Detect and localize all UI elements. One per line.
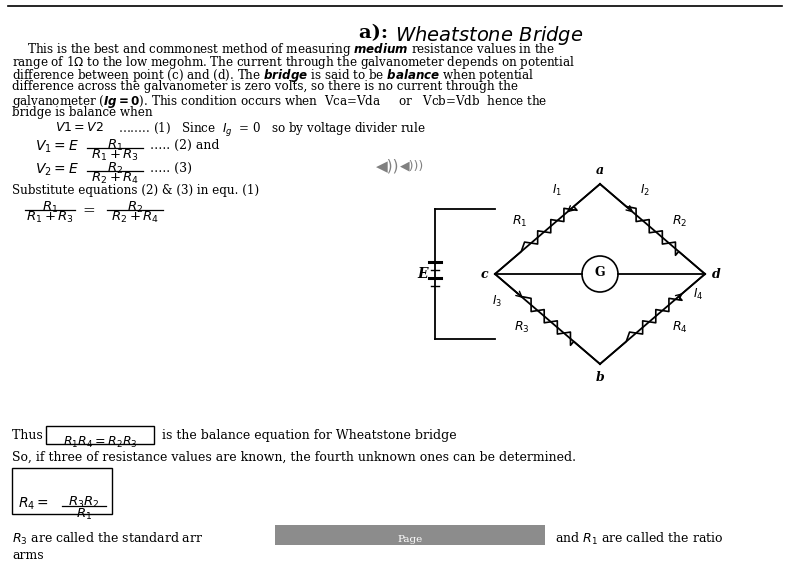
Text: $R_3 R_2$: $R_3 R_2$ bbox=[68, 495, 100, 510]
Text: $V1 = V2$: $V1 = V2$ bbox=[55, 121, 104, 134]
Text: is the balance equation for Wheatstone bridge: is the balance equation for Wheatstone b… bbox=[158, 429, 457, 442]
Text: $R_1$: $R_1$ bbox=[107, 138, 123, 153]
Text: $R_2$: $R_2$ bbox=[107, 161, 123, 176]
Text: $R_1$: $R_1$ bbox=[512, 213, 528, 228]
Text: $\mathbf{\mathit{Wheatstone\ Bridge}}$: $\mathbf{\mathit{Wheatstone\ Bridge}}$ bbox=[395, 24, 583, 47]
Text: range of 1$\Omega$ to the low megohm. The current through the galvanometer depen: range of 1$\Omega$ to the low megohm. Th… bbox=[12, 54, 575, 71]
Text: $V_1 = E$: $V_1 = E$ bbox=[35, 139, 79, 155]
Text: ◀))): ◀))) bbox=[400, 159, 424, 172]
Text: Page: Page bbox=[397, 535, 423, 544]
Text: bridge is balance when: bridge is balance when bbox=[12, 106, 152, 119]
Text: b: b bbox=[596, 371, 604, 384]
Text: ◀)): ◀)) bbox=[376, 158, 400, 173]
Text: difference between point (c) and (d). The $\boldsymbol{bridge}$ is said to be $\: difference between point (c) and (d). Th… bbox=[12, 67, 534, 84]
Text: =: = bbox=[82, 204, 95, 218]
Text: arms: arms bbox=[12, 549, 43, 562]
Text: $R_2$: $R_2$ bbox=[672, 213, 688, 228]
Text: galvanometer ($\boldsymbol{Ig=0}$). This condition occurs when  Vca=Vda     or  : galvanometer ($\boldsymbol{Ig=0}$). This… bbox=[12, 93, 547, 110]
Bar bbox=[275, 525, 545, 545]
Text: $I_1$: $I_1$ bbox=[551, 183, 562, 199]
Text: $R_1 + R_3$: $R_1 + R_3$ bbox=[91, 148, 139, 163]
Text: $R_1 R_4 = R_2 R_3$: $R_1 R_4 = R_2 R_3$ bbox=[62, 435, 137, 450]
Text: ….. (3): ….. (3) bbox=[150, 162, 192, 175]
Text: $R_3$ are called the standard arr: $R_3$ are called the standard arr bbox=[12, 531, 203, 547]
Text: $R_1 + R_3$: $R_1 + R_3$ bbox=[26, 210, 74, 225]
Text: $V_2 = E$: $V_2 = E$ bbox=[35, 162, 79, 178]
Bar bbox=[12, 468, 112, 514]
Text: Thus: Thus bbox=[12, 429, 51, 442]
Text: $I_4$: $I_4$ bbox=[693, 287, 703, 302]
Text: $I_2$: $I_2$ bbox=[640, 183, 650, 199]
Text: $R_1$: $R_1$ bbox=[76, 507, 92, 522]
Text: $R_3$: $R_3$ bbox=[514, 319, 529, 335]
Text: d: d bbox=[712, 267, 720, 280]
Text: $R_1$: $R_1$ bbox=[42, 200, 58, 215]
Text: $R_4 =$: $R_4 =$ bbox=[18, 496, 49, 512]
Text: a: a bbox=[596, 164, 604, 177]
Text: $R_2 + R_4$: $R_2 + R_4$ bbox=[91, 171, 139, 186]
Text: difference across the galvanometer is zero volts, so there is no current through: difference across the galvanometer is ze… bbox=[12, 80, 518, 93]
Text: This is the best and commonest method of measuring $\boldsymbol{medium}$ resista: This is the best and commonest method of… bbox=[12, 41, 555, 58]
Text: a):: a): bbox=[359, 24, 395, 42]
Text: c: c bbox=[480, 267, 488, 280]
Text: ….. (2) and: ….. (2) and bbox=[150, 139, 220, 152]
Text: So, if three of resistance values are known, the fourth unknown ones can be dete: So, if three of resistance values are kn… bbox=[12, 451, 576, 464]
Bar bbox=[46, 426, 154, 444]
Text: …….. (1)   Since  $I_g$  = 0   so by voltage divider rule: …….. (1) Since $I_g$ = 0 so by voltage d… bbox=[118, 121, 426, 139]
Text: $R_2 + R_4$: $R_2 + R_4$ bbox=[111, 210, 159, 225]
Text: $R_2$: $R_2$ bbox=[127, 200, 143, 215]
Text: G: G bbox=[595, 266, 605, 280]
Text: $R_4$: $R_4$ bbox=[672, 319, 688, 335]
Text: Substitute equations (2) & (3) in equ. (1): Substitute equations (2) & (3) in equ. (… bbox=[12, 184, 259, 197]
Text: $I_3$: $I_3$ bbox=[492, 294, 502, 309]
Text: E: E bbox=[418, 267, 428, 281]
Text: and $R_1$ are called the ratio: and $R_1$ are called the ratio bbox=[555, 531, 724, 547]
